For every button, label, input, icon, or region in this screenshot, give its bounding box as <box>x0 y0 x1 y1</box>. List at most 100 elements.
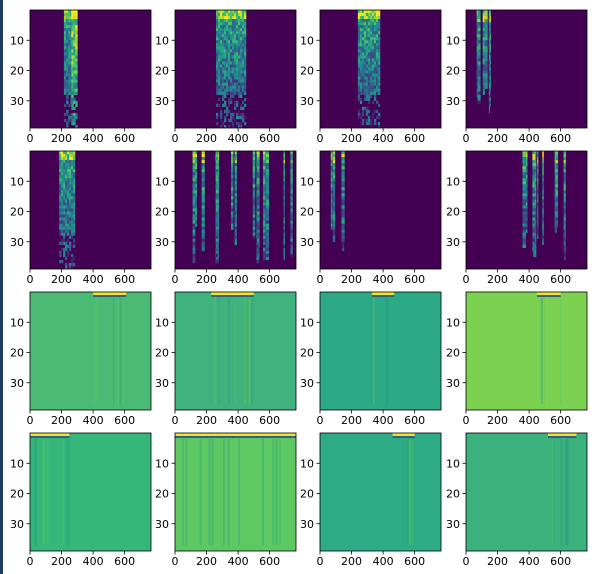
band-streak <box>476 46 478 50</box>
faint-streak <box>552 439 554 546</box>
band-streak <box>482 37 485 41</box>
band-cell <box>359 73 363 77</box>
band-cell <box>377 70 381 74</box>
band-cell <box>377 91 381 95</box>
band-streak <box>283 166 285 170</box>
top-line-shadow <box>392 436 415 439</box>
band-cell <box>73 31 76 35</box>
band-cell <box>218 22 221 26</box>
band-cell <box>239 106 243 111</box>
band-cell <box>361 112 365 117</box>
band-cell <box>243 28 247 32</box>
y-tick-label: 10 <box>446 175 460 188</box>
faint-streak <box>551 439 554 546</box>
band-streak <box>256 259 259 264</box>
band-cell <box>232 55 235 59</box>
band-cell <box>67 187 70 191</box>
band-cell <box>243 79 247 83</box>
band-cell <box>241 91 245 95</box>
band-streak <box>235 217 237 221</box>
band-streak <box>290 172 293 176</box>
faint-streak <box>408 439 411 546</box>
band-cell <box>65 226 68 230</box>
band-streak <box>522 235 526 239</box>
band-cell <box>359 31 363 35</box>
band-cell <box>373 25 377 29</box>
band-streak <box>522 217 526 221</box>
band-cell <box>75 70 78 74</box>
band-cell <box>359 97 363 101</box>
band-cell <box>59 199 62 203</box>
x-tick-label: 400 <box>519 273 540 286</box>
band-cell <box>357 22 361 26</box>
band-cell <box>59 181 62 185</box>
band-streak <box>283 238 285 242</box>
band-cell <box>216 82 219 86</box>
band-streak <box>330 172 333 176</box>
band-cell <box>363 40 367 44</box>
band-cell <box>228 31 231 35</box>
band-cell <box>72 175 76 179</box>
band-cell <box>71 22 74 26</box>
band-cell <box>67 250 70 255</box>
band-streak <box>230 178 234 182</box>
band-cell <box>63 211 66 215</box>
band-cell <box>235 28 239 32</box>
band-streak <box>230 175 234 179</box>
faint-streak <box>287 439 290 546</box>
band-streak <box>477 61 481 65</box>
y-tick-label: 20 <box>10 206 24 219</box>
band-streak <box>235 166 237 170</box>
band-cell <box>66 34 69 38</box>
top-line-shadow <box>548 436 577 439</box>
band-cell <box>220 49 223 53</box>
faint-streak <box>543 298 546 405</box>
x-tick-label: 400 <box>519 555 540 568</box>
band-cell <box>361 31 365 35</box>
band-streak <box>484 10 488 14</box>
band-cell <box>68 55 71 59</box>
band-streak <box>330 160 333 164</box>
band-streak <box>563 247 566 252</box>
band-streak <box>283 247 285 252</box>
band-cell <box>71 61 74 65</box>
band-cell <box>365 97 369 101</box>
band-cell <box>371 61 375 65</box>
band-streak <box>192 166 196 170</box>
band-cell <box>365 106 369 111</box>
panel-frame <box>29 150 152 270</box>
band-cell <box>367 85 371 89</box>
band-cell <box>241 22 245 26</box>
band-cell <box>67 151 70 155</box>
band-streak <box>563 163 566 167</box>
band-cell <box>375 19 379 23</box>
band-cell <box>369 85 373 89</box>
band-cell <box>226 49 229 53</box>
band-streak <box>256 235 260 239</box>
faint-streak <box>272 439 274 546</box>
y-tick-label: 30 <box>155 95 169 108</box>
band-streak <box>215 256 219 261</box>
band-cell <box>232 88 235 92</box>
band-cell <box>63 202 66 206</box>
band-cell <box>72 220 76 224</box>
band-cell <box>63 187 66 191</box>
y-tick-label: 20 <box>155 347 169 360</box>
band-streak <box>563 169 566 173</box>
band-cell <box>71 25 74 29</box>
band-streak <box>215 208 219 212</box>
band-streak <box>563 157 566 161</box>
band-streak <box>563 208 566 212</box>
band-cell <box>61 196 64 200</box>
band-streak <box>522 160 526 164</box>
band-cell <box>226 19 229 23</box>
band-cell <box>63 178 66 182</box>
band-cell <box>65 208 68 212</box>
band-cell <box>72 151 76 155</box>
band-cell <box>235 67 239 71</box>
band-cell <box>241 118 245 123</box>
panel-image <box>466 433 587 551</box>
band-streak <box>488 109 490 114</box>
band-cell <box>234 31 237 35</box>
